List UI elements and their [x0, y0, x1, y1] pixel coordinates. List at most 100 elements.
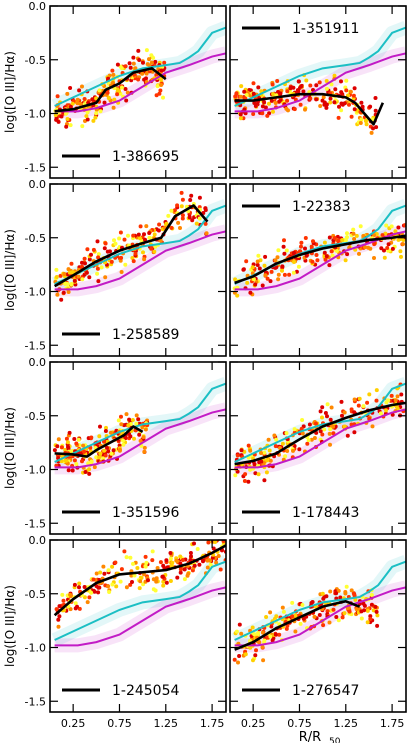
median-profile-1-351911: [234, 92, 385, 126]
spaxel-point: [382, 255, 387, 260]
spaxel-point: [347, 609, 352, 614]
spaxel-point: [359, 100, 364, 105]
spaxel-point: [91, 577, 96, 582]
spaxel-point: [340, 238, 345, 242]
spaxel-point: [375, 613, 380, 618]
spaxel-point: [328, 100, 333, 105]
spaxel-point: [339, 79, 343, 84]
spaxel-point: [239, 631, 244, 636]
reference-curve-magenta: [54, 230, 226, 291]
spaxel-point: [128, 555, 133, 560]
spaxel-point: [360, 104, 365, 109]
spaxel-point: [386, 398, 391, 403]
spaxel-point: [152, 249, 157, 254]
spaxel-point: [96, 252, 101, 257]
spaxel-point: [300, 418, 305, 422]
spaxel-point: [87, 595, 92, 600]
spaxel-point: [110, 564, 115, 569]
spaxel-point: [83, 470, 88, 474]
spaxel-point: [56, 437, 61, 442]
spaxel-point: [328, 442, 332, 447]
spaxel-point: [300, 431, 305, 436]
spaxel-point: [253, 471, 258, 476]
spaxel-point: [84, 270, 89, 275]
spaxel-point: [371, 126, 375, 131]
spaxel-point: [149, 246, 154, 251]
spaxel-point: [118, 230, 123, 235]
spaxel-point: [176, 220, 181, 225]
spaxel-point: [352, 397, 357, 402]
spaxel-point: [175, 575, 180, 580]
spaxel-point: [314, 97, 319, 102]
panel-frame: [49, 539, 227, 713]
spaxel-point: [266, 437, 271, 442]
spaxel-point: [272, 433, 277, 438]
spaxel-point: [131, 61, 136, 66]
spaxel-point: [361, 234, 366, 238]
spaxel-point: [274, 437, 279, 442]
spaxel-point: [203, 206, 208, 211]
spaxel-point: [260, 283, 265, 288]
spaxel-point: [87, 471, 92, 476]
spaxel-point: [342, 101, 347, 106]
spaxel-point: [274, 614, 279, 619]
legend-label: 1-245054: [112, 683, 179, 699]
spaxel-point: [68, 592, 73, 597]
spaxel-point: [257, 460, 262, 465]
spaxel-point: [189, 193, 194, 198]
spaxel-point: [292, 260, 296, 264]
spaxel-point: [336, 588, 341, 593]
xlabel: R/R: [299, 730, 321, 743]
spaxel-point: [321, 95, 326, 100]
spaxel-point: [342, 410, 347, 415]
spaxel-point: [261, 658, 266, 663]
spaxel-point: [58, 273, 63, 278]
y-tick-label: 0.0: [29, 0, 47, 13]
spaxel-point: [206, 540, 211, 545]
spaxel-point: [365, 400, 370, 405]
spaxel-point: [56, 624, 61, 629]
spaxel-point: [352, 86, 357, 91]
spaxel-point: [94, 111, 99, 116]
spaxel-point: [124, 98, 129, 103]
x-tick-label: 0.75: [287, 717, 312, 730]
spaxel-point: [119, 567, 124, 572]
reference-curve-magenta: [54, 586, 226, 647]
spaxel-point: [151, 55, 156, 60]
spaxel-point: [351, 231, 356, 236]
spaxel-point: [119, 270, 124, 274]
spaxel-point: [104, 425, 108, 430]
spaxel-point: [255, 263, 260, 267]
spaxel-point: [373, 96, 378, 100]
spaxel-point: [112, 238, 116, 243]
x-tick-label: 0.25: [61, 717, 86, 730]
spaxel-point: [76, 437, 81, 442]
spaxel-point: [68, 607, 73, 612]
spaxel-point: [287, 272, 292, 277]
spaxel-point: [160, 574, 165, 579]
spaxel-point: [250, 625, 255, 630]
spaxel-point: [385, 246, 390, 250]
spaxel-point: [195, 547, 200, 551]
spaxel-point: [233, 473, 238, 478]
spaxel-point: [155, 84, 160, 89]
spaxel-point: [343, 591, 348, 596]
spaxel-point: [131, 561, 135, 566]
legend-label: 1-178443: [292, 505, 359, 521]
spaxel-point: [243, 652, 248, 657]
spaxel-point: [124, 585, 129, 590]
spaxel-point: [233, 94, 238, 99]
spaxel-point: [318, 104, 323, 108]
spaxel-point: [389, 393, 394, 398]
spaxel-point: [93, 115, 98, 120]
spaxel-point: [328, 589, 333, 594]
spaxel-point: [307, 422, 312, 427]
ylabel: log([O III]/Hα): [3, 229, 17, 311]
y-tick-label: -1.5: [25, 517, 46, 530]
spaxel-point: [344, 584, 349, 589]
spaxel-point: [120, 85, 124, 90]
spaxel-point: [130, 256, 135, 260]
spaxel-point: [111, 72, 116, 77]
spaxel-point: [280, 441, 285, 446]
spaxel-point: [59, 297, 64, 302]
